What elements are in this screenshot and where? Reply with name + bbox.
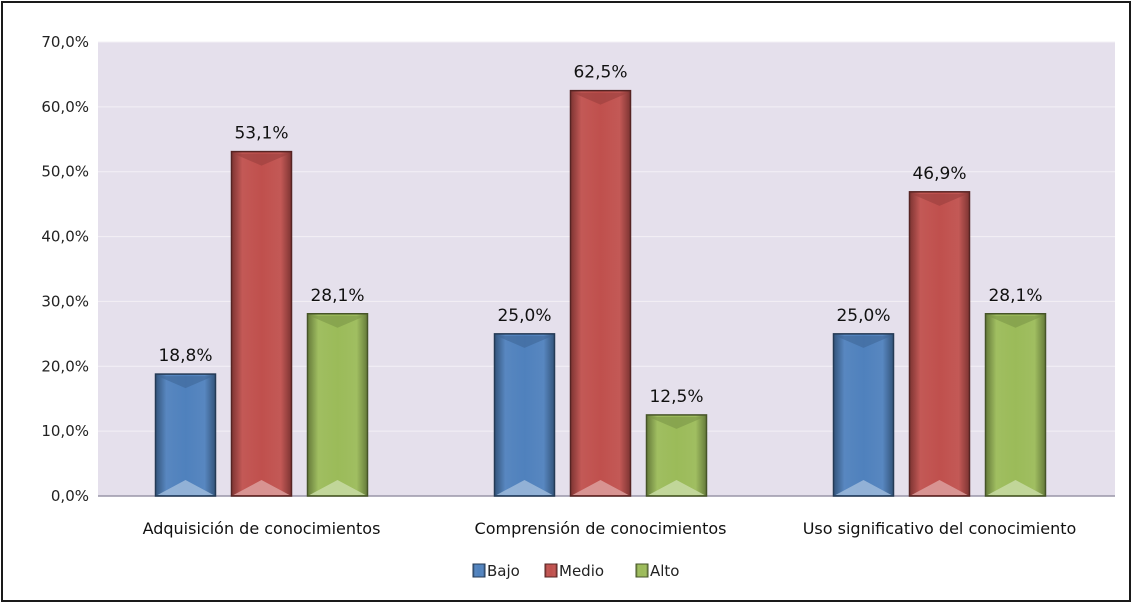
bar-top-bevel	[157, 376, 214, 389]
bar-bottom-highlight	[835, 480, 892, 495]
bar-top-bevel	[987, 315, 1044, 328]
category-label: Adquisición de conocimientos	[143, 519, 381, 538]
bar-body	[832, 333, 895, 497]
bar-body	[908, 191, 971, 497]
bar-bottom-highlight	[987, 480, 1044, 495]
legend-item-alto: Alto	[635, 562, 680, 580]
legend-item-medio: Medio	[544, 562, 604, 580]
legend-label: Medio	[559, 562, 604, 580]
y-tick-label: 70,0%	[41, 33, 89, 51]
bar-body	[230, 150, 293, 497]
bar-bottom-highlight	[648, 480, 705, 495]
bar-top-bevel	[233, 153, 290, 166]
bar-body	[493, 333, 556, 497]
bar-top-bevel	[572, 92, 629, 105]
data-label-bajo: 18,8%	[158, 346, 212, 366]
y-tick-label: 10,0%	[41, 422, 89, 440]
bar-body	[984, 313, 1047, 497]
data-label-bajo: 25,0%	[497, 306, 551, 326]
data-labels: 18,8% 53,1% 28,1% 25,0% 62,5% 12,5% 25,0% 46,9%…	[158, 63, 1042, 407]
bar-medio	[569, 89, 632, 497]
data-label-medio: 62,5%	[573, 63, 627, 83]
data-label-medio: 46,9%	[912, 164, 966, 184]
data-label-alto: 12,5%	[649, 387, 703, 407]
data-label-alto: 28,1%	[310, 286, 364, 306]
bar-alto	[984, 313, 1047, 497]
bar-top-bevel	[911, 193, 968, 206]
y-tick-label: 30,0%	[41, 292, 89, 310]
bar-bottom-highlight	[233, 480, 290, 495]
bars	[154, 89, 1047, 497]
legend-item-bajo: Bajo	[472, 562, 520, 580]
bar-bajo	[832, 333, 895, 497]
bar-chart: 0,0%10,0%20,0%30,0%40,0%50,0%60,0%70,0% …	[41, 33, 1115, 580]
y-axis-ticks: 0,0% 10,0% 20,0% 30,0% 40,0% 50,0% 60,0% 70,0%	[41, 33, 89, 505]
bar-bajo	[154, 373, 217, 497]
legend-swatch	[544, 563, 558, 578]
bar-bottom-highlight	[911, 480, 968, 495]
bar-top-bevel	[648, 416, 705, 429]
data-label-alto: 28,1%	[988, 286, 1042, 306]
bar-medio	[908, 191, 971, 497]
y-tick-label: 0,0%	[51, 487, 89, 505]
bar-bottom-highlight	[157, 480, 214, 495]
legend-swatch	[472, 563, 486, 578]
bar-alto	[306, 313, 369, 497]
legend-swatch	[635, 563, 649, 578]
category-label: Comprensión de conocimientos	[475, 519, 727, 538]
bar-body	[569, 89, 632, 497]
y-tick-label: 50,0%	[41, 163, 89, 181]
bar-top-bevel	[309, 315, 366, 328]
category-label: Uso significativo del conocimiento	[803, 519, 1077, 538]
data-label-bajo: 25,0%	[836, 306, 890, 326]
y-tick-label: 40,0%	[41, 228, 89, 246]
bar-alto	[645, 414, 708, 497]
bar-body	[306, 313, 369, 497]
bar-body	[154, 373, 217, 497]
y-tick-label: 20,0%	[41, 357, 89, 375]
legend-label: Bajo	[487, 562, 520, 580]
bar-bottom-highlight	[309, 480, 366, 495]
bar-medio	[230, 150, 293, 497]
legend: Bajo Medio Alto	[472, 562, 680, 580]
bar-bajo	[493, 333, 556, 497]
bar-bottom-highlight	[496, 480, 553, 495]
y-tick-label: 60,0%	[41, 98, 89, 116]
bar-bottom-highlight	[572, 480, 629, 495]
bar-top-bevel	[496, 335, 553, 348]
x-axis-categories: Adquisición de conocimientos Comprensión …	[143, 519, 1077, 538]
data-label-medio: 53,1%	[234, 124, 288, 144]
legend-label: Alto	[650, 562, 680, 580]
bar-top-bevel	[835, 335, 892, 348]
